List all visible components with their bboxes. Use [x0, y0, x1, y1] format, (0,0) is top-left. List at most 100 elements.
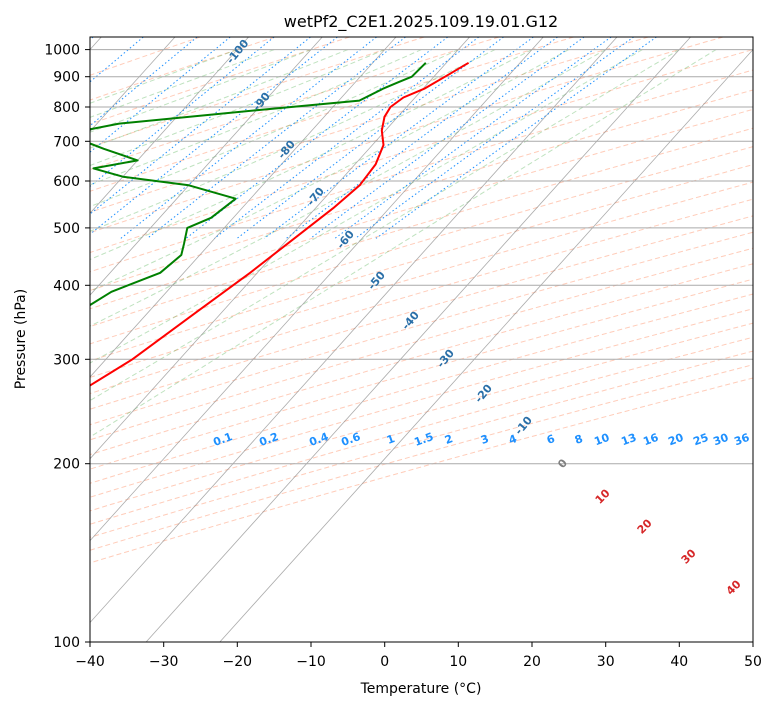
moist-adiabat: [90, 49, 238, 104]
mixing-ratio-line: [375, 37, 657, 239]
x-tick-label: −40: [75, 654, 105, 670]
dewpoint-profile: [90, 62, 427, 307]
x-tick-label: 20: [523, 654, 541, 670]
dry-adiabat: [90, 37, 275, 101]
moist-adiabat: [90, 49, 533, 261]
moist-adiabat: [90, 49, 570, 292]
dry-adiabat: [90, 127, 753, 328]
y-tick-label: 100: [53, 635, 80, 651]
y-tick-label: 700: [53, 134, 80, 150]
x-axis-label: Temperature (°C): [360, 681, 482, 697]
mixing-ratio-label: 0.2: [257, 430, 280, 449]
dry-adiabat-label: 0: [555, 456, 570, 470]
dry-adiabat-label: -100: [224, 37, 252, 67]
isotherm: [90, 37, 323, 296]
y-tick-label: 400: [53, 278, 80, 294]
y-tick-label: 600: [53, 174, 80, 190]
dry-adiabat-label: -40: [399, 309, 422, 333]
mixing-ratio-label: 36: [732, 431, 751, 449]
dry-adiabat: [90, 164, 753, 362]
mixing-ratio-line: [236, 37, 504, 239]
mixing-ratio-label: 0.6: [339, 430, 362, 449]
mixing-ratio-line: [90, 37, 231, 153]
dry-adiabat-label: -30: [434, 347, 457, 371]
mixing-ratio-label: 6: [545, 432, 557, 447]
mixing-ratio-line: [146, 37, 406, 239]
mixing-ratio-line: [355, 37, 634, 239]
isotherm: [90, 37, 618, 624]
line-labels: -100-90-80-70-60-50-40-30-20-1000.1 0.2 0.…: [211, 37, 751, 598]
mixing-ratio-line: [285, 37, 558, 239]
dry-adiabat: [90, 37, 574, 192]
temperature-profile: [90, 61, 470, 387]
x-tick-label: −30: [149, 654, 179, 670]
dry-adiabat: [90, 146, 753, 345]
chart-title: wetPf2_C2E1.2025.109.19.01.G12: [284, 12, 558, 32]
moist-adiabat-label: 10: [593, 486, 613, 506]
mixing-ratio-label: 1.5: [412, 430, 435, 449]
isotherm: [145, 37, 691, 642]
series-group: [90, 61, 470, 387]
mixing-ratio-label: 20: [666, 431, 685, 449]
axis-ticks: −40 −30 −20 −10 0 10 20 30 40 5010020030040050060…: [44, 43, 762, 670]
mixing-ratio-label: 30: [711, 431, 730, 449]
dry-adiabat: [90, 37, 350, 125]
mixing-ratio-label: 0.4: [307, 430, 330, 449]
mixing-ratio-label: 2: [443, 432, 455, 447]
isotherm: [219, 48, 753, 642]
mixing-ratio-label: 13: [619, 431, 638, 448]
moist-adiabat-label: 20: [635, 516, 655, 536]
gridlines: [90, 49, 753, 642]
x-tick-label: 30: [597, 654, 615, 670]
mixing-ratio-line: [263, 37, 534, 239]
dry-adiabat: [90, 69, 753, 273]
isotherm: [90, 37, 249, 214]
dry-adiabat: [90, 37, 500, 171]
mixing-ratio-line: [185, 37, 449, 239]
mixing-ratio-label: 4: [507, 432, 519, 447]
y-tick-label: 900: [53, 70, 80, 86]
mixing-ratio-line: [90, 37, 198, 127]
isotherm: [90, 37, 397, 378]
moist-adiabat-label: 30: [679, 546, 699, 566]
isotherm: [90, 37, 470, 460]
x-tick-label: 50: [744, 654, 762, 670]
moist-adiabat: [90, 49, 348, 149]
moist-adiabat: [90, 49, 275, 118]
moist-adiabat-label: 40: [724, 577, 744, 597]
y-tick-label: 200: [53, 457, 80, 473]
mixing-ratio-label: 3: [479, 432, 491, 447]
mixing-ratio-line: [214, 37, 480, 239]
moist-adiabat: [90, 49, 717, 438]
plot-frame: [89, 36, 754, 643]
dry-adiabat: [90, 108, 753, 310]
y-tick-label: 1000: [44, 43, 80, 59]
mixing-ratio-label: 1: [385, 432, 397, 447]
mixing-ratio-line: [90, 37, 338, 235]
background-lines: [90, 37, 753, 642]
x-tick-label: 40: [670, 654, 688, 670]
y-tick-label: 500: [53, 221, 80, 237]
dry-adiabat: [90, 37, 649, 213]
dry-adiabat-label: -20: [472, 382, 495, 406]
dry-adiabat-label: -10: [512, 414, 535, 438]
dry-adiabat: [90, 49, 753, 254]
x-tick-label: −20: [223, 654, 253, 670]
mixing-ratio-line: [120, 37, 377, 239]
y-tick-label: 300: [53, 352, 80, 368]
mixing-ratio-label: 25: [691, 431, 710, 448]
dry-adiabat-label: -50: [365, 269, 388, 293]
dry-adiabat: [90, 37, 425, 148]
mixing-ratio-label: 8: [573, 432, 585, 447]
mixing-ratio-label: 10: [592, 431, 611, 449]
x-tick-label: 0: [380, 654, 389, 670]
y-axis-label: Pressure (hPa): [13, 289, 29, 389]
x-tick-label: 10: [449, 654, 467, 670]
isotherm: [90, 37, 544, 542]
moist-adiabat: [90, 49, 496, 232]
dry-adiabat: [90, 37, 724, 234]
mixing-ratio-label: 0.1: [211, 430, 234, 449]
moist-adiabat: [90, 49, 422, 186]
moist-adiabat: [90, 49, 680, 402]
